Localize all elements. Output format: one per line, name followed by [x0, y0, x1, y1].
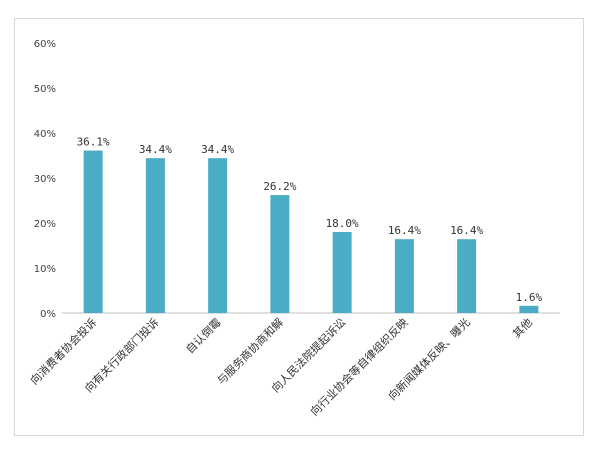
- data-labels: 36.1% 34.4% 34.4% 26.2% 18.0% 16.4% 16.4% 1.6%: [77, 136, 543, 304]
- bar: [83, 150, 103, 313]
- data-label: 34.4%: [201, 143, 234, 156]
- bar: [332, 232, 352, 313]
- data-label: 16.4%: [388, 224, 421, 237]
- bar: [145, 158, 165, 313]
- data-label: 34.4%: [139, 143, 172, 156]
- x-category-label: 其他: [510, 316, 535, 341]
- bars: [83, 150, 539, 313]
- y-tick-label: 40%: [34, 129, 56, 140]
- x-category-label: 自认倒霉: [183, 316, 223, 356]
- data-label: 36.1%: [77, 136, 110, 149]
- bar: [457, 239, 477, 313]
- y-tick-label: 30%: [34, 174, 56, 185]
- x-category-label: 向消费者协会投诉: [27, 315, 99, 387]
- y-axis-ticks: 0% 10% 20% 30% 40% 50% 60%: [34, 39, 56, 320]
- bar: [394, 239, 414, 313]
- bar: [519, 305, 539, 313]
- data-label: 18.0%: [326, 217, 359, 230]
- bar: [208, 158, 228, 313]
- data-label: 16.4%: [450, 224, 483, 237]
- y-tick-label: 60%: [34, 39, 56, 50]
- bar: [270, 195, 290, 313]
- y-tick-label: 50%: [34, 84, 56, 95]
- x-category-label: 向行业协会等自律组织反映: [307, 315, 410, 418]
- chart-frame: [14, 18, 584, 436]
- data-label: 26.2%: [263, 180, 296, 193]
- y-tick-label: 10%: [34, 264, 56, 275]
- y-tick-label: 20%: [34, 219, 56, 230]
- data-label: 1.6%: [516, 291, 543, 304]
- x-category-label: 与服务商协商和解: [214, 315, 286, 387]
- y-tick-label: 0%: [40, 309, 56, 320]
